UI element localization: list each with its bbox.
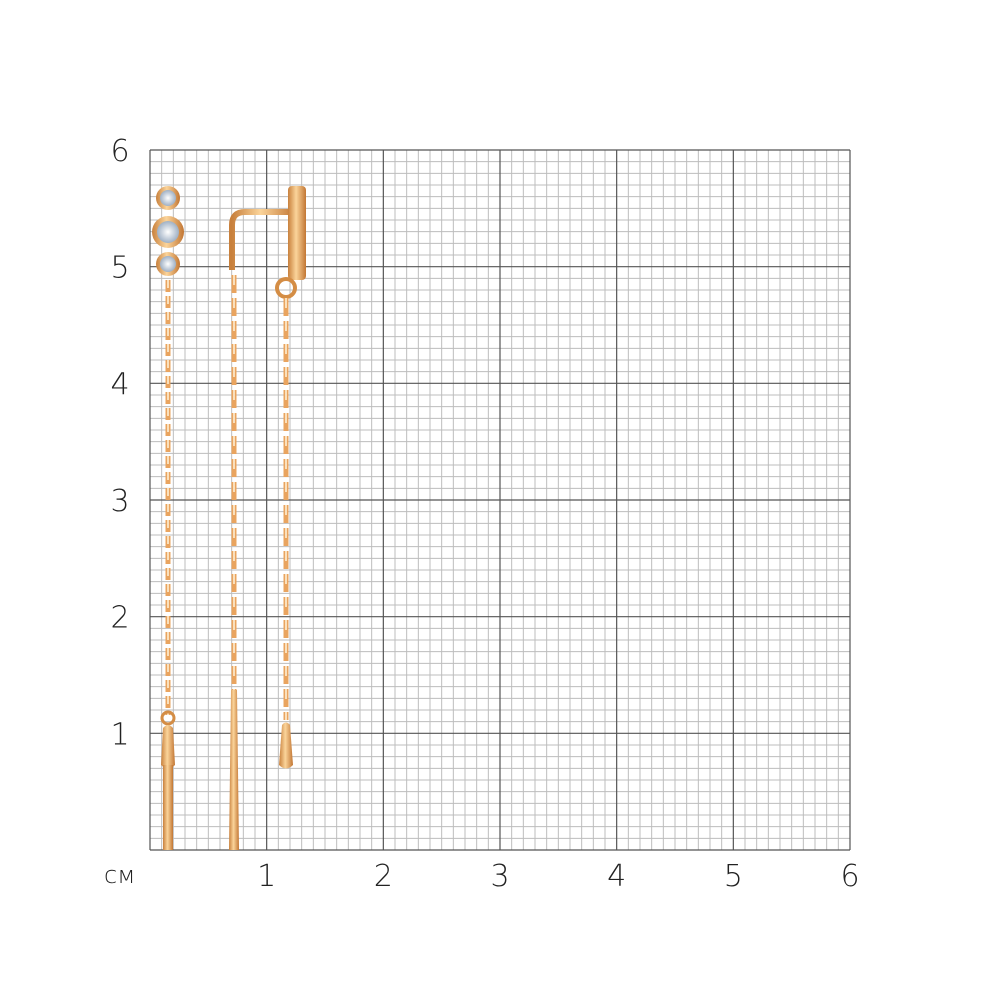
y-tick-label: 3 (110, 484, 129, 519)
unit-label: см (104, 861, 135, 889)
ear-cuff-with-chain (275, 186, 306, 769)
y-tick-label: 5 (110, 251, 129, 286)
x-tick-label: 4 (607, 859, 626, 894)
x-tick-label: 1 (257, 859, 276, 894)
earring-stud-with-stones (152, 186, 184, 850)
axis-labels: см 1 2 3 4 5 6 1 2 3 4 5 6 (104, 134, 860, 894)
earring-chain-with-bar (229, 209, 295, 850)
x-tick-label: 6 (840, 859, 859, 894)
y-tick-label: 6 (110, 134, 129, 169)
y-tick-label: 4 (110, 367, 129, 402)
x-tick-label: 3 (490, 859, 509, 894)
y-tick-label: 1 (110, 717, 129, 752)
grid (149, 149, 851, 851)
x-tick-label: 5 (724, 859, 743, 894)
x-tick-label: 2 (374, 859, 393, 894)
y-tick-label: 2 (110, 601, 129, 636)
